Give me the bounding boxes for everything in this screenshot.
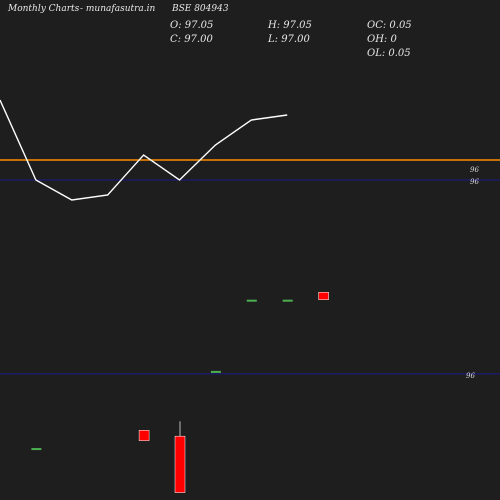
open-value: O: 97.05 — [170, 20, 214, 31]
close-value: C: 97.00 — [170, 34, 213, 45]
candle-body-5 — [246, 299, 257, 302]
candle-body-7 — [318, 292, 329, 300]
chart-title: Monthly Charts — [8, 4, 80, 14]
price-hline-label-2: 96 — [470, 178, 479, 186]
site-name: - munafasutra.in — [80, 4, 156, 14]
ol-value: OL: 0.05 — [367, 48, 411, 59]
candle-body-1 — [31, 448, 42, 451]
oh-value: OH: 0 — [367, 34, 397, 45]
candle-hline-label-1: 96 — [466, 372, 475, 380]
candle-body-2 — [138, 430, 150, 441]
price-hline-label-1: 96 — [470, 166, 479, 174]
candle-body-4 — [210, 370, 221, 373]
candle-body-6 — [282, 299, 293, 302]
symbol-label: BSE 804943 — [172, 4, 229, 14]
oc-value: OC: 0.05 — [367, 20, 412, 31]
price-line — [0, 99, 288, 201]
high-value: H: 97.05 — [268, 20, 312, 31]
low-value: L: 97.00 — [268, 34, 310, 45]
candle-body-3 — [174, 435, 186, 493]
